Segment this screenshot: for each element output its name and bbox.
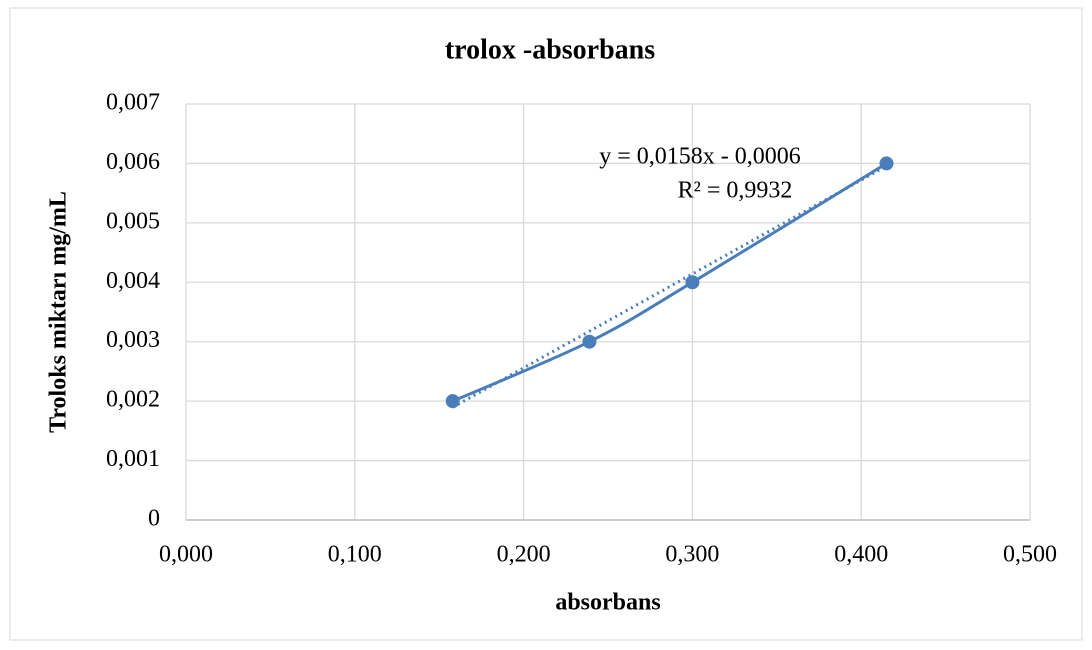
chart-border <box>9 7 1083 641</box>
data-point <box>445 394 460 409</box>
data-point <box>879 156 894 171</box>
x-tick-label: 0,000 <box>159 542 213 568</box>
x-tick-label: 0,400 <box>834 542 888 568</box>
data-point <box>685 275 700 290</box>
x-tick-label: 0,500 <box>1003 542 1057 568</box>
x-tick-label: 0,300 <box>665 542 719 568</box>
trendline-equation: y = 0,0158x - 0,0006 <box>599 144 801 170</box>
x-tick-label: 0,200 <box>497 542 551 568</box>
y-axis-title: Troloks miktarı mg/mL <box>46 191 72 433</box>
y-tick-label: 0,003 <box>106 327 160 353</box>
y-tick-label: 0,006 <box>106 149 160 175</box>
x-axis-title: absorbans <box>555 590 660 616</box>
y-tick-label: 0,001 <box>106 446 160 472</box>
y-tick-label: 0,007 <box>106 90 160 116</box>
data-point <box>582 334 597 349</box>
y-tick-label: 0,005 <box>106 208 160 234</box>
series-line <box>452 162 888 403</box>
y-tick-label: 0 <box>148 506 160 532</box>
y-tick-label: 0,004 <box>106 268 160 294</box>
x-tick-label: 0,100 <box>328 542 382 568</box>
y-tick-label: 0,002 <box>106 387 160 413</box>
trendline-r2: R² = 0,9932 <box>678 178 793 204</box>
chart-title: trolox -absorbans <box>445 34 655 65</box>
